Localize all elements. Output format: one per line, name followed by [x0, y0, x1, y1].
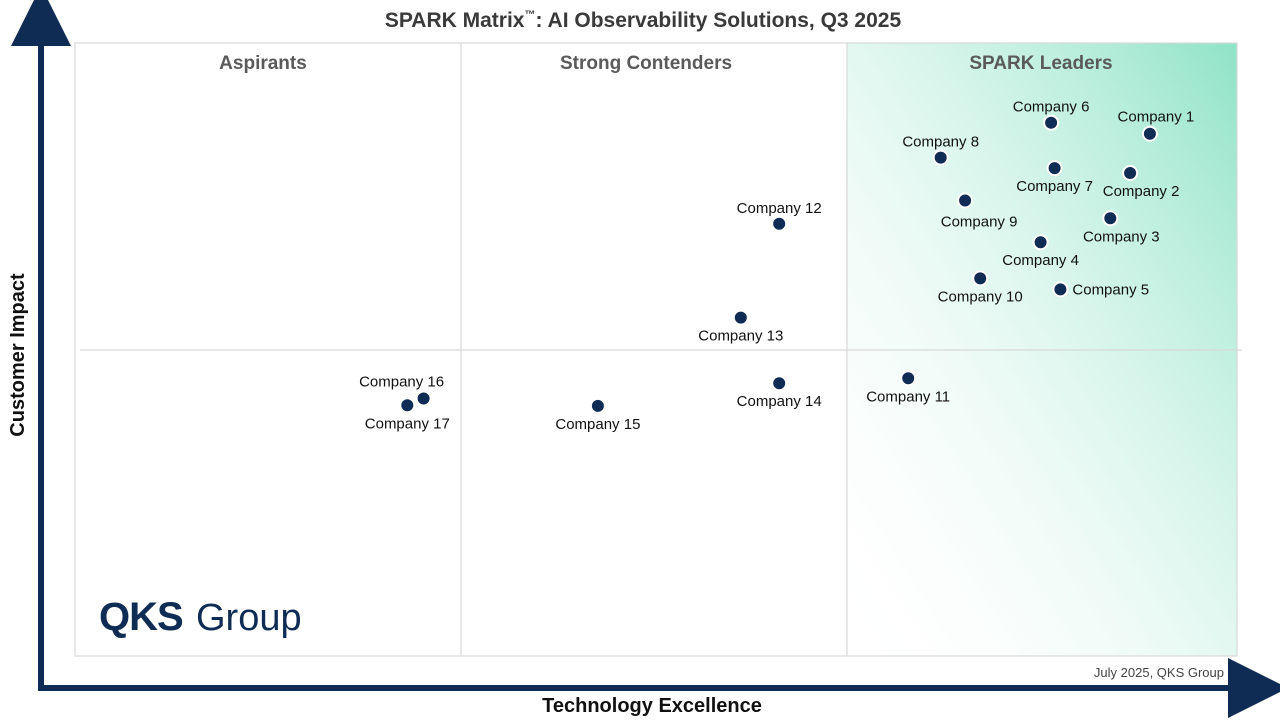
point-label-company-12: Company 12: [737, 200, 822, 217]
point-company-15: Company 15: [555, 397, 640, 433]
point-marker-company-3: [1102, 210, 1119, 227]
point-label-company-17: Company 17: [365, 415, 450, 432]
point-label-company-10: Company 10: [938, 288, 1023, 305]
trademark-mark: ™: [524, 9, 535, 21]
point-label-company-5: Company 5: [1072, 281, 1149, 298]
point-marker-company-10: [972, 270, 989, 287]
point-company-4: Company 4: [1002, 234, 1079, 269]
point-marker-company-17: [399, 397, 416, 414]
point-marker-company-8: [932, 149, 949, 166]
point-label-company-2: Company 2: [1103, 183, 1180, 200]
point-marker-company-5: [1052, 281, 1069, 298]
point-company-10: Company 10: [938, 270, 1023, 305]
point-marker-company-12: [771, 215, 788, 232]
footnote: July 2025, QKS Group: [1094, 665, 1224, 680]
point-company-8: Company 8: [902, 134, 979, 166]
point-marker-company-9: [957, 192, 974, 209]
point-label-company-4: Company 4: [1002, 252, 1079, 269]
point-company-14: Company 14: [737, 375, 822, 410]
point-marker-company-1: [1141, 125, 1158, 142]
point-label-company-14: Company 14: [737, 393, 822, 410]
logo-qks-text: QKS: [99, 595, 183, 639]
point-label-company-9: Company 9: [941, 214, 1018, 231]
point-company-17: Company 17: [365, 397, 450, 432]
point-label-company-7: Company 7: [1016, 178, 1093, 195]
point-company-3: Company 3: [1083, 210, 1160, 245]
point-label-company-3: Company 3: [1083, 228, 1160, 245]
point-label-company-15: Company 15: [555, 416, 640, 433]
point-marker-company-6: [1043, 114, 1060, 131]
point-marker-company-4: [1032, 234, 1049, 251]
point-marker-company-15: [589, 397, 606, 414]
point-label-company-1: Company 1: [1118, 109, 1195, 126]
quadrant-label-strong-contenders: Strong Contenders: [560, 53, 732, 74]
logo-group-text: Group: [196, 597, 302, 639]
point-marker-company-2: [1122, 165, 1139, 181]
point-label-company-16: Company 16: [359, 374, 444, 391]
point-company-2: Company 2: [1103, 165, 1180, 200]
point-label-company-11: Company 11: [866, 388, 950, 405]
quadrant-label-spark-leaders: SPARK Leaders: [969, 53, 1112, 74]
point-marker-company-11: [900, 370, 917, 387]
point-marker-company-7: [1046, 160, 1063, 177]
point-label-company-6: Company 6: [1013, 99, 1090, 116]
point-label-company-13: Company 13: [698, 328, 783, 345]
point-company-11: Company 11: [866, 370, 950, 405]
point-company-7: Company 7: [1016, 160, 1093, 195]
point-company-5: Company 5: [1052, 281, 1149, 298]
point-company-6: Company 6: [1013, 99, 1090, 131]
quadrant-label-aspirants: Aspirants: [219, 53, 307, 74]
point-marker-company-13: [732, 309, 749, 326]
chart-title: SPARK Matrix™: AI Observability Solution…: [385, 9, 902, 32]
qks-group-logo: QKS Group: [99, 595, 302, 639]
point-marker-company-14: [771, 375, 788, 392]
point-company-12: Company 12: [737, 200, 822, 232]
point-company-9: Company 9: [941, 192, 1018, 231]
y-axis-label: Customer Impact: [7, 273, 29, 437]
x-axis-label: Technology Excellence: [542, 695, 762, 717]
point-company-16: Company 16: [359, 374, 444, 407]
point-marker-company-16: [415, 390, 432, 407]
point-label-company-8: Company 8: [902, 134, 979, 151]
point-company-13: Company 13: [698, 309, 783, 345]
point-company-1: Company 1: [1118, 109, 1195, 142]
